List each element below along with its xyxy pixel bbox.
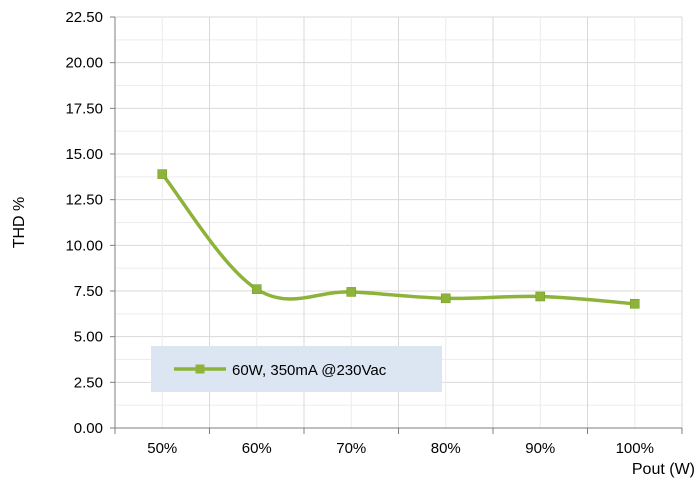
y-tick-label: 0.00 <box>74 420 103 437</box>
y-tick-label: 15.00 <box>65 146 103 163</box>
data-point <box>535 291 546 302</box>
x-tick-label: 70% <box>336 440 366 457</box>
data-point <box>440 293 451 304</box>
y-tick-label: 7.50 <box>74 283 103 300</box>
y-tick-label: 20.00 <box>65 55 103 72</box>
data-point <box>346 287 357 297</box>
y-tick-label: 2.50 <box>74 374 103 391</box>
legend-marker <box>195 364 205 374</box>
data-point <box>251 284 262 294</box>
y-tick-label: 17.50 <box>65 100 103 117</box>
y-tick-label: 22.50 <box>65 9 103 26</box>
x-tick-label: 100% <box>616 440 654 457</box>
y-tick-label: 10.00 <box>65 237 103 254</box>
data-point <box>157 169 168 179</box>
legend: 60W, 350mA @230Vac <box>151 346 442 392</box>
x-tick-label: 50% <box>147 440 177 457</box>
legend-label: 60W, 350mA @230Vac <box>232 362 387 379</box>
x-tick-label: 90% <box>525 440 555 457</box>
x-tick-labels: 50% 60% 70% 80% 90% 100% <box>147 440 654 457</box>
data-point <box>629 298 640 309</box>
y-tick-label: 12.50 <box>65 192 103 209</box>
y-tick-label: 5.00 <box>74 329 103 346</box>
y-tick-labels: 0.00 2.50 5.00 7.50 10.00 12.50 15.00 17.50 20.0… <box>65 9 103 437</box>
x-tick-label: 80% <box>431 440 461 457</box>
axes <box>110 16 683 434</box>
y-axis-title: THD % <box>11 197 28 249</box>
x-axis-title: Pout (W) <box>632 461 695 478</box>
series-layer <box>157 169 640 309</box>
x-tick-label: 60% <box>242 440 272 457</box>
